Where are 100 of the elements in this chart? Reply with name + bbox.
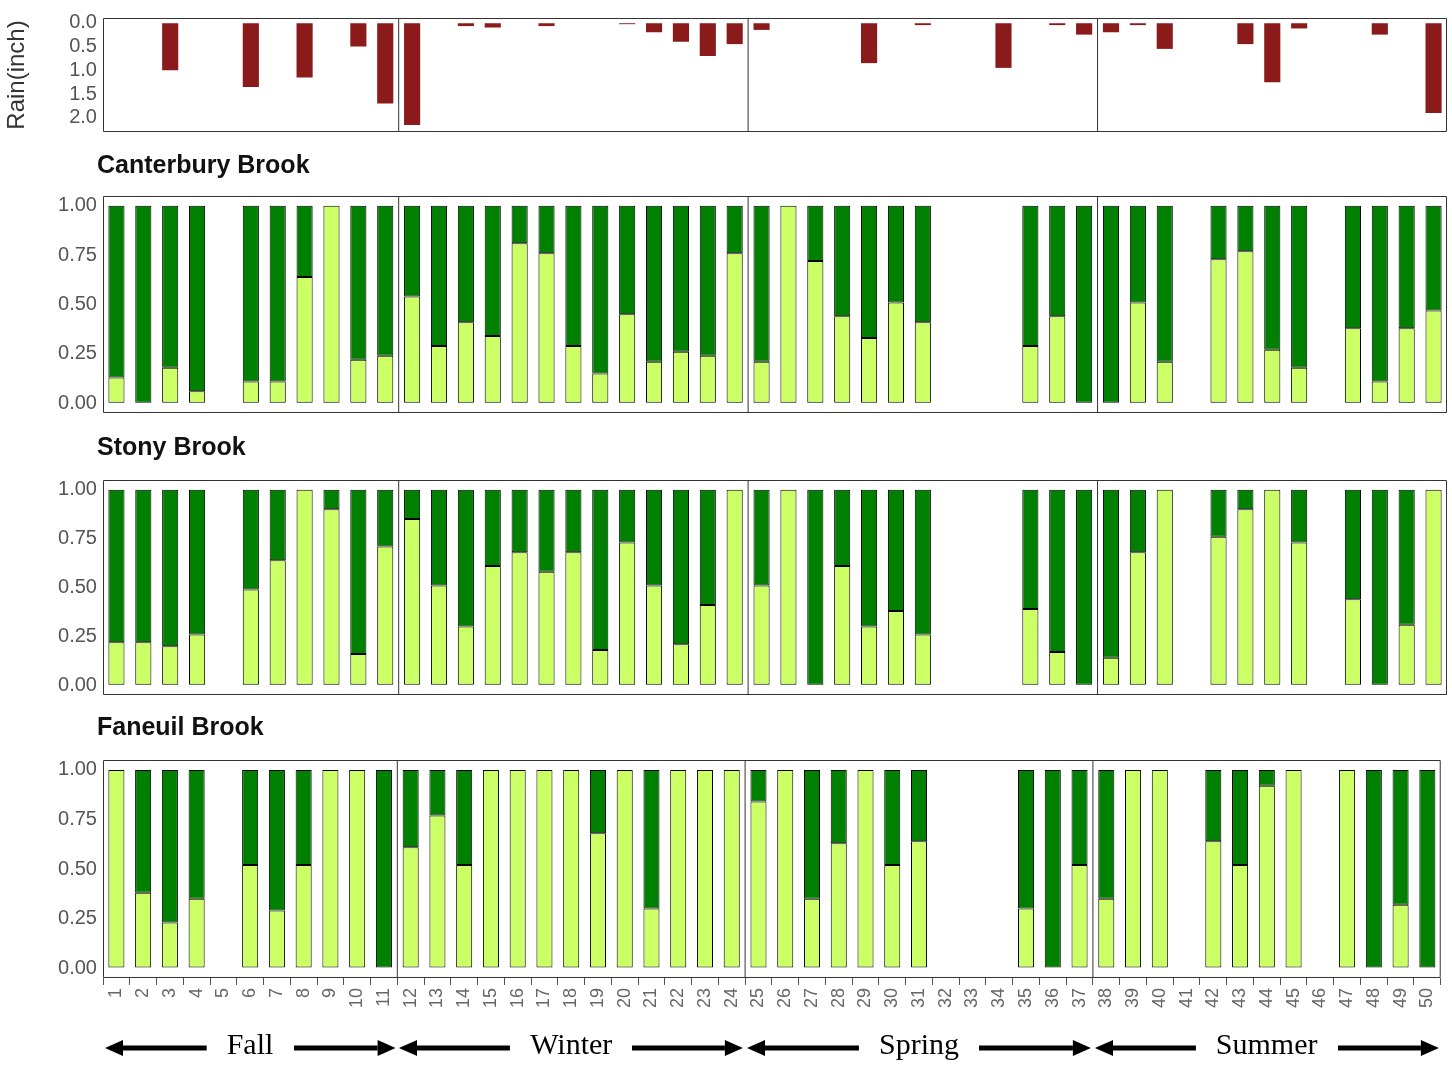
x-tick-label: 9 xyxy=(319,987,340,998)
bar xyxy=(753,23,770,30)
y-tick-label: 1.0 xyxy=(69,57,97,80)
x-tick-label: 21 xyxy=(640,987,661,1009)
x-tick-label: 45 xyxy=(1282,987,1303,1009)
bar xyxy=(296,23,313,78)
x-tick-label: 16 xyxy=(506,987,527,1009)
bar xyxy=(538,23,555,27)
x-tick-label: 24 xyxy=(720,987,741,1009)
bar xyxy=(1156,23,1173,49)
x-tick-label: 42 xyxy=(1202,987,1223,1009)
y-tick-label: 0.50 xyxy=(58,575,97,598)
x-tick-label: 4 xyxy=(185,987,206,998)
x-tick-label: 40 xyxy=(1148,987,1169,1009)
y-tick-label: 1.00 xyxy=(58,477,97,500)
text: Summer xyxy=(1215,1027,1318,1061)
x-tick-label: 6 xyxy=(239,987,260,998)
x-tick-label: 1 xyxy=(105,987,126,998)
bar xyxy=(1264,23,1281,83)
bar xyxy=(1291,23,1308,29)
x-tick-label: 10 xyxy=(346,987,367,1009)
x-tick-label: 20 xyxy=(613,987,634,1009)
chart-title: Stony Brook xyxy=(97,431,246,460)
bar xyxy=(672,23,689,42)
y-tick-label: 0.00 xyxy=(58,955,97,978)
y-tick-label: 0.25 xyxy=(58,906,97,929)
y-tick-label: 0.5 xyxy=(69,34,97,57)
x-tick-label: 41 xyxy=(1175,987,1196,1009)
x-tick-label: 12 xyxy=(399,987,420,1009)
bar xyxy=(1102,23,1120,33)
bar xyxy=(861,23,878,64)
x-tick-label: 32 xyxy=(934,987,955,1009)
x-tick-label: 27 xyxy=(800,987,821,1009)
y-tick-label: 1.5 xyxy=(69,81,97,104)
x-tick-label: 25 xyxy=(747,987,768,1009)
x-tick-label: 31 xyxy=(907,987,928,1009)
x-tick-label: 30 xyxy=(881,987,902,1009)
x-tick-label: 3 xyxy=(158,987,179,998)
bar xyxy=(699,23,716,56)
x-tick-label: 49 xyxy=(1389,987,1410,1009)
y-tick-label: 1.00 xyxy=(58,757,97,780)
y-tick-label: 0.75 xyxy=(58,526,97,549)
chart-title: Faneuil Brook xyxy=(97,711,264,740)
x-tick-label: 19 xyxy=(586,987,607,1009)
x-tick-label: 26 xyxy=(774,987,795,1009)
x-tick-label: 47 xyxy=(1336,987,1357,1009)
x-tick-label: 43 xyxy=(1229,987,1250,1009)
bar xyxy=(162,23,179,71)
y-tick-label: 2.0 xyxy=(69,105,97,128)
x-tick-label: 8 xyxy=(292,987,313,998)
y-tick-label: 0.50 xyxy=(58,292,97,315)
x-tick-label: 33 xyxy=(961,987,982,1009)
x-tick-label: 46 xyxy=(1309,987,1330,1009)
bar xyxy=(242,23,259,87)
x-tick-label: 38 xyxy=(1095,987,1116,1009)
x-tick-label: 35 xyxy=(1015,987,1035,1009)
bar xyxy=(404,23,421,125)
x-tick-label: 15 xyxy=(479,987,500,1009)
bar xyxy=(1076,23,1093,35)
x-tick-label: 14 xyxy=(453,987,474,1009)
y-tick-label: 0.0 xyxy=(69,10,97,33)
x-tick-label: 11 xyxy=(372,987,393,1007)
text: Winter xyxy=(530,1027,613,1061)
bar xyxy=(995,23,1012,68)
y-tick-label: 1.00 xyxy=(58,193,97,216)
x-tick-label: 50 xyxy=(1416,987,1437,1009)
bar xyxy=(645,23,663,33)
x-tick-label: 23 xyxy=(693,987,714,1009)
bar xyxy=(726,23,743,45)
bar xyxy=(1371,23,1388,35)
y-tick-label: 0.75 xyxy=(58,806,97,829)
bar xyxy=(377,23,394,104)
y-tick-label: 0.25 xyxy=(58,341,97,364)
x-tick-label: 13 xyxy=(426,987,447,1009)
x-tick-label: 44 xyxy=(1255,987,1276,1009)
bar xyxy=(1425,23,1442,113)
x-tick-label: 28 xyxy=(827,987,848,1009)
x-tick-label: 7 xyxy=(265,987,286,998)
bar xyxy=(484,23,501,28)
x-tick-label: 29 xyxy=(854,987,875,1009)
bar xyxy=(350,23,367,47)
y-tick-label: 0.00 xyxy=(58,390,97,413)
bar xyxy=(1237,23,1254,45)
x-tick-label: 39 xyxy=(1122,987,1143,1009)
x-tick-label: 34 xyxy=(988,987,1009,1009)
x-tick-label: 22 xyxy=(667,987,688,1009)
y-tick-label: 0.50 xyxy=(58,856,97,879)
y-tick-label: 0.00 xyxy=(58,672,97,695)
x-tick-label: 17 xyxy=(533,987,554,1009)
y-tick-label: 0.25 xyxy=(58,623,97,646)
y-axis-title: Rain(inch) xyxy=(2,20,30,130)
x-tick-label: 37 xyxy=(1068,987,1089,1009)
text: Spring xyxy=(879,1027,960,1061)
x-tick-label: 48 xyxy=(1362,987,1383,1009)
text: Fall xyxy=(226,1027,274,1061)
x-tick-label: 36 xyxy=(1041,987,1062,1009)
x-tick-label: 2 xyxy=(132,987,153,998)
y-tick-label: 0.75 xyxy=(58,242,97,265)
x-tick-label: 18 xyxy=(560,987,581,1009)
chart-title: Canterbury Brook xyxy=(97,149,310,178)
